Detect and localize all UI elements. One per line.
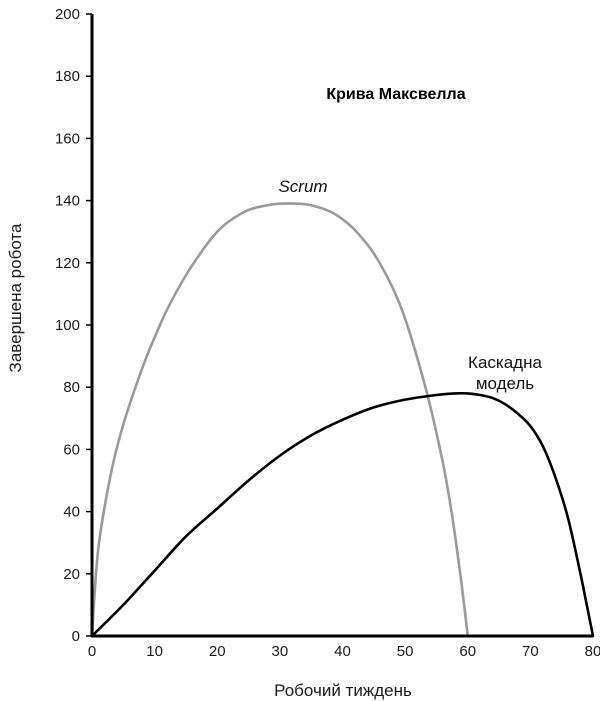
x-tick-label: 70 [522,643,539,660]
y-tick-label: 20 [63,566,80,583]
series-label-scrum-line-1: Scrum [278,177,327,196]
x-tick-label: 60 [459,643,476,660]
y-tick-label: 160 [55,130,80,147]
y-axis-label: Завершена робота [6,223,25,372]
y-tick-label: 100 [55,317,80,334]
x-tick-label: 50 [397,643,414,660]
x-tick-label: 20 [209,643,226,660]
x-tick-label: 0 [88,643,96,660]
x-tick-label: 80 [585,643,600,660]
x-axis-label: Робочий тиждень [274,681,412,700]
series-line-waterfall [90,391,595,638]
series-layer [90,202,595,638]
series-line-scrum [90,202,470,638]
x-axis-ticks: 0 10 20 30 40 50 60 70 80 [88,643,600,660]
y-tick-label: 0 [72,628,80,645]
y-tick-label: 80 [63,379,80,396]
y-tick-label: 140 [55,193,80,210]
series-label-waterfall-line-1: Каскадна [468,353,542,372]
series-label-waterfall-line-2: модель [476,374,534,393]
y-tick-label: 40 [63,504,80,521]
y-tick-label: 60 [63,441,80,458]
y-axis-ticks: 0 20 40 60 80 100 120 140 160 180 200 [55,6,92,645]
y-tick-label: 200 [55,6,80,23]
x-tick-label: 10 [146,643,163,660]
x-tick-label: 40 [334,643,351,660]
y-tick-label: 120 [55,255,80,272]
y-tick-label: 180 [55,68,80,85]
chart-title: Крива Максвелла [326,86,465,103]
x-tick-label: 30 [272,643,289,660]
